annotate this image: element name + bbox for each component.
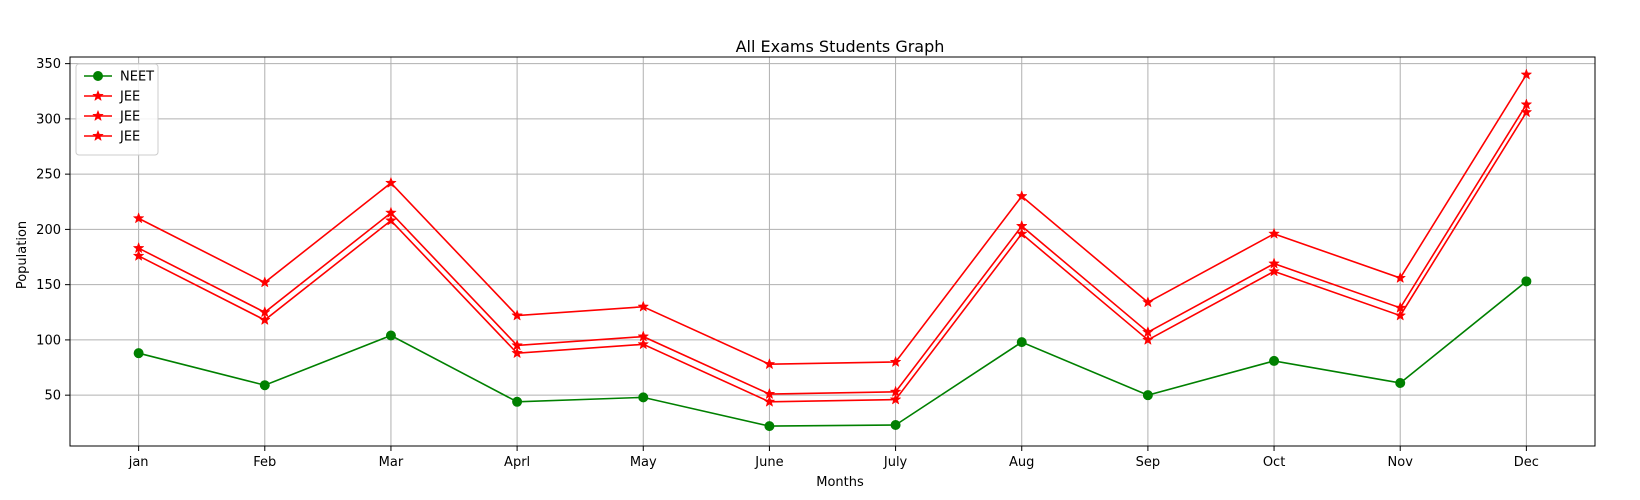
series-layer <box>132 68 1533 432</box>
data-point <box>385 206 397 218</box>
data-point <box>1141 333 1154 345</box>
data-point <box>1268 227 1280 239</box>
data-point <box>511 309 524 321</box>
data-point <box>385 330 396 341</box>
data-point <box>1394 309 1407 321</box>
data-point <box>889 393 902 405</box>
data-point <box>385 176 397 189</box>
y-tick-label: 350 <box>36 57 61 72</box>
series-4 <box>132 68 1533 370</box>
data-point <box>259 380 270 391</box>
chart-title: All Exams Students Graph <box>736 37 945 56</box>
legend-marker <box>92 109 104 122</box>
y-tick-label: 200 <box>36 223 61 238</box>
grid <box>70 57 1595 446</box>
data-point <box>385 214 397 226</box>
data-point <box>132 249 145 261</box>
data-point <box>133 348 144 359</box>
x-tick-label: May <box>630 455 657 470</box>
data-point <box>889 355 902 368</box>
y-tick-label: 50 <box>44 389 61 404</box>
x-tick-label: July <box>883 455 908 470</box>
data-point <box>1268 265 1280 277</box>
data-point <box>1015 190 1028 202</box>
data-point <box>1395 378 1406 389</box>
plot-frame <box>69 56 1596 447</box>
series-2 <box>132 106 1533 407</box>
legend-item: JEE <box>84 130 140 145</box>
data-point <box>637 338 650 350</box>
x-tick-label: Feb <box>253 455 276 470</box>
data-point <box>638 392 649 403</box>
series-1 <box>133 276 1532 432</box>
x-tick-label: jan <box>128 455 149 470</box>
x-tick-label: Sep <box>1136 455 1161 470</box>
x-tick-label: Aprl <box>504 455 530 470</box>
series-line <box>138 111 1528 403</box>
x-tick-label: Aug <box>1009 455 1034 470</box>
data-point <box>1394 271 1407 284</box>
data-point <box>1394 301 1407 313</box>
data-point <box>132 241 145 254</box>
series-line <box>138 104 1528 395</box>
x-tick-label: Oct <box>1263 455 1285 470</box>
data-point <box>258 276 271 288</box>
legend-item: JEE <box>84 110 140 125</box>
x-tick-label: Nov <box>1388 455 1414 470</box>
data-point <box>763 395 776 407</box>
legend-label: JEE <box>119 110 140 125</box>
data-point <box>1015 219 1028 232</box>
legend-label: JEE <box>119 130 140 145</box>
x-tick-label: Dec <box>1514 455 1539 470</box>
data-point <box>258 313 271 326</box>
data-point <box>1520 98 1533 110</box>
data-point <box>1268 257 1280 269</box>
legend-marker <box>92 129 104 142</box>
series-3 <box>132 98 1533 400</box>
legend-marker <box>92 89 104 102</box>
legend-label: NEET <box>120 70 154 85</box>
data-point <box>1141 325 1154 338</box>
data-point <box>1142 390 1153 401</box>
y-tick-label: 150 <box>36 278 61 293</box>
data-point <box>890 420 901 431</box>
y-axis-ticks: 50 100 150 200 250 300 350 <box>36 57 70 404</box>
y-axis-label: Population <box>15 221 30 289</box>
legend: NEET JEE JEE JEE <box>75 63 159 156</box>
data-point <box>512 396 523 407</box>
data-point <box>764 421 775 432</box>
y-tick-label: 300 <box>36 112 61 127</box>
data-point <box>1521 276 1532 287</box>
data-point <box>1520 68 1533 80</box>
x-tick-label: June <box>754 455 783 470</box>
series-line <box>138 280 1527 427</box>
legend-item: NEET <box>84 70 154 85</box>
legend-marker <box>93 71 103 81</box>
x-axis-label: Months <box>816 475 864 490</box>
data-point <box>763 387 776 400</box>
legend-box <box>75 63 159 156</box>
data-point <box>511 339 524 351</box>
legend-label: JEE <box>119 90 140 105</box>
data-point <box>258 306 271 318</box>
x-tick-label: Mar <box>379 455 404 470</box>
data-point <box>1269 355 1280 366</box>
data-point <box>637 330 650 342</box>
data-point <box>637 300 650 312</box>
y-tick-label: 250 <box>36 168 61 183</box>
series-line <box>138 74 1528 366</box>
y-tick-label: 100 <box>36 333 61 348</box>
data-point <box>763 358 776 370</box>
data-point <box>1016 337 1027 348</box>
data-point <box>132 212 145 224</box>
data-point <box>511 346 524 359</box>
x-axis-ticks: jan Feb Mar Aprl May June July Aug Sep Oct Nov Dec <box>128 446 1539 470</box>
legend-item: JEE <box>84 90 140 105</box>
data-point <box>889 385 902 397</box>
data-point <box>1141 296 1154 308</box>
